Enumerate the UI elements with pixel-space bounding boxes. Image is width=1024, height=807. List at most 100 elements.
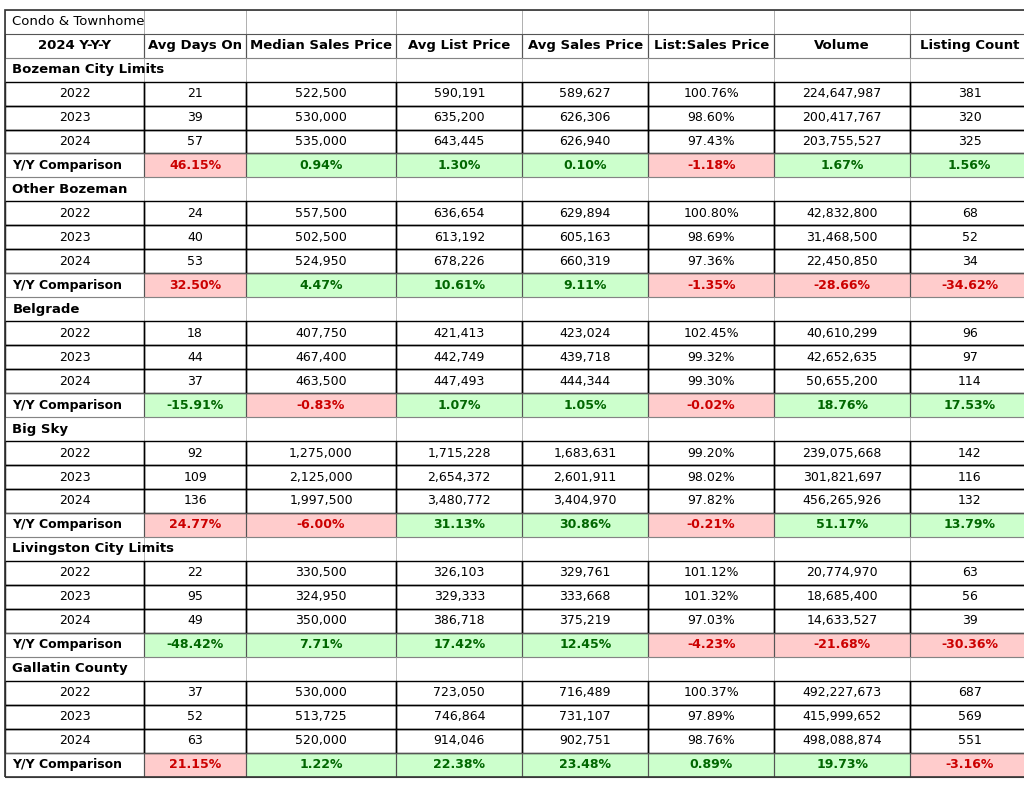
- Bar: [774, 729, 910, 753]
- Bar: [648, 657, 774, 681]
- Text: 613,192: 613,192: [433, 231, 485, 244]
- Text: 2023: 2023: [59, 710, 90, 723]
- Bar: [522, 657, 648, 681]
- Bar: [648, 82, 774, 106]
- Bar: [522, 513, 648, 537]
- Text: 2022: 2022: [59, 327, 90, 340]
- Text: 551: 551: [957, 734, 982, 747]
- Bar: [246, 274, 396, 297]
- Bar: [396, 249, 522, 274]
- Text: 1.05%: 1.05%: [563, 399, 607, 412]
- Bar: [774, 249, 910, 274]
- Text: 569: 569: [957, 710, 982, 723]
- Text: 98.76%: 98.76%: [687, 734, 735, 747]
- Bar: [774, 106, 910, 129]
- Bar: [910, 729, 1024, 753]
- Bar: [774, 489, 910, 513]
- Bar: [246, 225, 396, 249]
- Bar: [396, 537, 522, 561]
- Text: 1.67%: 1.67%: [820, 159, 864, 172]
- Bar: [396, 82, 522, 106]
- Bar: [774, 513, 910, 537]
- Text: 200,417,767: 200,417,767: [803, 111, 882, 124]
- Text: -30.36%: -30.36%: [941, 638, 998, 651]
- Bar: [910, 753, 1024, 776]
- Bar: [396, 393, 522, 417]
- Bar: [144, 657, 246, 681]
- Text: 56: 56: [962, 591, 978, 604]
- Text: 40,610,299: 40,610,299: [807, 327, 878, 340]
- Bar: [144, 202, 246, 225]
- Bar: [910, 537, 1024, 561]
- Bar: [144, 585, 246, 608]
- Text: 530,000: 530,000: [295, 686, 347, 699]
- Text: 330,500: 330,500: [295, 567, 347, 579]
- Bar: [246, 608, 396, 633]
- Text: 1,715,228: 1,715,228: [427, 446, 492, 459]
- Text: 32.50%: 32.50%: [169, 278, 221, 292]
- Bar: [774, 202, 910, 225]
- Text: 325: 325: [957, 135, 982, 148]
- Bar: [5, 10, 144, 34]
- Bar: [396, 753, 522, 776]
- Text: 386,718: 386,718: [433, 614, 485, 627]
- Text: 203,755,527: 203,755,527: [803, 135, 882, 148]
- Bar: [648, 153, 774, 178]
- Text: 20,774,970: 20,774,970: [807, 567, 878, 579]
- Text: 2023: 2023: [59, 351, 90, 364]
- Text: 350,000: 350,000: [295, 614, 347, 627]
- Bar: [774, 297, 910, 321]
- Text: 53: 53: [187, 255, 203, 268]
- Bar: [246, 393, 396, 417]
- Text: 49: 49: [187, 614, 203, 627]
- Bar: [910, 513, 1024, 537]
- Bar: [144, 513, 246, 537]
- Text: 731,107: 731,107: [559, 710, 611, 723]
- Bar: [522, 705, 648, 729]
- Text: 2022: 2022: [59, 686, 90, 699]
- Text: 97.82%: 97.82%: [687, 495, 735, 508]
- Bar: [5, 513, 144, 537]
- Bar: [396, 202, 522, 225]
- Bar: [396, 489, 522, 513]
- Text: 643,445: 643,445: [433, 135, 485, 148]
- Bar: [648, 465, 774, 489]
- Bar: [246, 561, 396, 585]
- Text: 589,627: 589,627: [559, 87, 611, 100]
- Bar: [910, 585, 1024, 608]
- Bar: [522, 585, 648, 608]
- Bar: [774, 537, 910, 561]
- Text: 97.03%: 97.03%: [687, 614, 735, 627]
- Text: -48.42%: -48.42%: [167, 638, 223, 651]
- Text: 7.71%: 7.71%: [299, 638, 343, 651]
- Bar: [774, 417, 910, 441]
- Text: 467,400: 467,400: [295, 351, 347, 364]
- Bar: [910, 225, 1024, 249]
- Bar: [246, 10, 396, 34]
- Text: Median Sales Price: Median Sales Price: [250, 39, 392, 52]
- Bar: [522, 274, 648, 297]
- Text: 136: 136: [183, 495, 207, 508]
- Text: 37: 37: [187, 686, 203, 699]
- Text: 100.76%: 100.76%: [683, 87, 739, 100]
- Bar: [648, 10, 774, 34]
- Text: 97: 97: [962, 351, 978, 364]
- Bar: [910, 657, 1024, 681]
- Bar: [648, 274, 774, 297]
- Text: 44: 44: [187, 351, 203, 364]
- Bar: [774, 633, 910, 657]
- Text: Condo & Townhome: Condo & Townhome: [12, 15, 144, 28]
- Text: Gallatin County: Gallatin County: [12, 663, 128, 675]
- Bar: [648, 633, 774, 657]
- Bar: [246, 633, 396, 657]
- Bar: [648, 585, 774, 608]
- Bar: [5, 178, 144, 202]
- Text: 520,000: 520,000: [295, 734, 347, 747]
- Bar: [648, 537, 774, 561]
- Bar: [522, 225, 648, 249]
- Text: 30.86%: 30.86%: [559, 518, 611, 532]
- Bar: [5, 225, 144, 249]
- Bar: [396, 297, 522, 321]
- Bar: [5, 657, 144, 681]
- Bar: [910, 489, 1024, 513]
